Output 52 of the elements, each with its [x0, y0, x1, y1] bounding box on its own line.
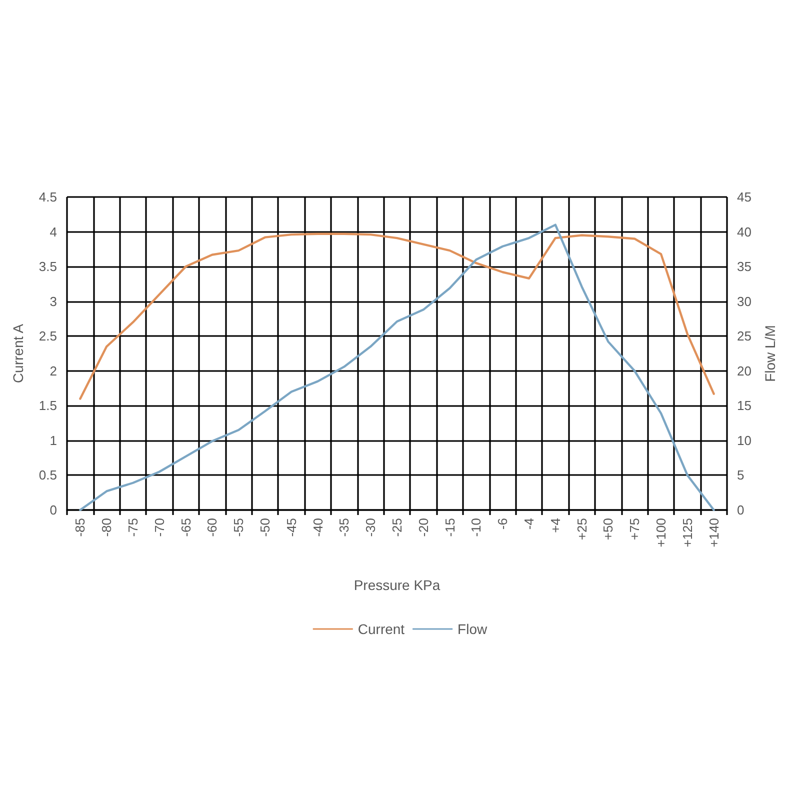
x-tick-label: -15 — [442, 518, 458, 537]
y-tick-label: 0.5 — [38, 468, 57, 483]
x-axis-title: Pressure KPa — [354, 577, 440, 593]
x-tick-label: +50 — [600, 518, 616, 540]
x-tick-label: -50 — [258, 518, 272, 537]
x-tick-label: -35 — [336, 518, 352, 537]
x-tick-label: -85 — [72, 518, 88, 537]
x-tick-label: -25 — [390, 518, 404, 537]
x-tick-label: -30 — [363, 518, 378, 537]
x-tick-label: -10 — [468, 518, 484, 537]
x-tick-label: +100 — [654, 518, 668, 548]
x-tick-label: -80 — [99, 518, 114, 537]
x-tick-label: +25 — [574, 518, 590, 540]
legend-label: Current — [358, 621, 405, 637]
x-tick-label: -65 — [178, 518, 194, 537]
legend-label: Flow — [458, 621, 488, 637]
y-axis-title: Current A — [10, 323, 26, 384]
x-tick-label: -75 — [126, 518, 140, 537]
y-tick-label: 3 — [50, 294, 57, 309]
x-tick-label: -45 — [284, 518, 299, 537]
y-tick-label: 3.5 — [38, 259, 57, 274]
x-tick-label: -4 — [522, 518, 536, 530]
y2-tick-label: 10 — [737, 432, 752, 448]
line-series — [79, 232, 715, 400]
y-tick-label: 2.5 — [38, 328, 57, 344]
x-tick-label: -55 — [231, 518, 246, 537]
x-tick-label: -6 — [495, 518, 510, 530]
line-series — [79, 224, 715, 512]
y-tick-label: 2 — [50, 363, 57, 378]
y2-tick-label: 0 — [737, 502, 744, 518]
y2-tick-label: 45 — [737, 190, 752, 204]
x-tick-label: -70 — [152, 518, 167, 537]
y2-tick-label: 5 — [737, 468, 744, 483]
y-tick-label: 1 — [50, 432, 57, 448]
y2-tick-label: 30 — [737, 294, 752, 309]
x-tick-label: +75 — [627, 518, 642, 540]
x-tick-label: -60 — [204, 518, 220, 537]
x-tick-label: +125 — [680, 518, 695, 548]
y2-tick-label: 35 — [737, 259, 752, 274]
y2-tick-label: 25 — [737, 328, 752, 344]
x-tick-label: -40 — [310, 518, 326, 537]
y2-tick-label: 40 — [737, 224, 752, 240]
y-tick-label: 4 — [50, 224, 57, 240]
x-tick-label: +4 — [548, 518, 563, 533]
y-tick-label: 4.5 — [38, 190, 57, 204]
x-tick-label: +140 — [706, 518, 722, 548]
y2-tick-label: 20 — [737, 363, 752, 378]
y2-axis-title: Flow L/M — [762, 325, 778, 382]
y2-tick-label: 15 — [737, 398, 752, 414]
x-tick-label: -20 — [416, 518, 431, 537]
y-tick-label: 1.5 — [38, 398, 57, 414]
y-tick-label: 0 — [50, 502, 57, 518]
